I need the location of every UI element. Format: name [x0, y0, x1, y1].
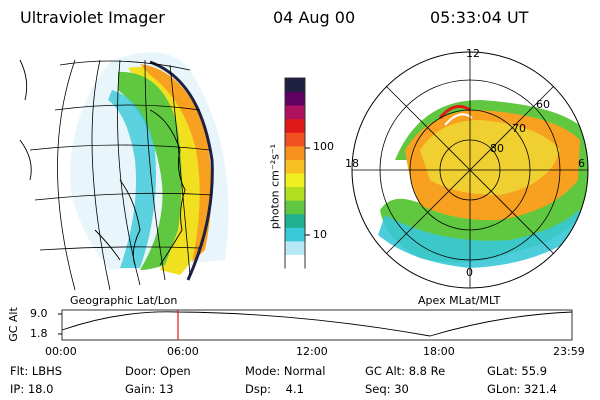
colorbar-tick-10: 10	[313, 228, 327, 241]
mode-field: Mode: Normal	[245, 364, 326, 378]
mlt-label-6: 6	[578, 157, 585, 170]
seq-value: 30	[394, 382, 409, 396]
altitude-ytick-high: 9.0	[30, 307, 48, 320]
app-title: Ultraviolet Imager	[20, 8, 165, 27]
altitude-xtick-1200: 12:00	[296, 345, 328, 358]
geographic-image	[19, 52, 229, 291]
dsp-value: 4.1	[285, 382, 304, 396]
globe-label: Geographic Lat/Lon	[70, 294, 178, 307]
colorbar	[284, 77, 310, 269]
colorbar-stripe	[285, 78, 305, 93]
lat-label-60: 60	[536, 98, 550, 111]
glon-value: 321.4	[523, 382, 557, 396]
colorbar-stripe	[285, 159, 305, 174]
door-field: Door: Open	[125, 364, 191, 378]
lat-label-80: 80	[490, 142, 504, 155]
colorbar-stripe	[285, 91, 305, 106]
time-label: 05:33:04 UT	[430, 8, 529, 27]
altitude-xtick-0000: 00:00	[45, 345, 77, 358]
colorbar-stripe	[285, 240, 305, 255]
flt-value: LBHS	[31, 364, 63, 378]
ip-value: 18.0	[27, 382, 54, 396]
gcalt-value: 8.8 Re	[408, 364, 446, 378]
colorbar-stripe	[285, 173, 305, 188]
colorbar-stripe	[285, 227, 305, 242]
glon-field: GLon: 321.4	[487, 382, 557, 396]
altitude-ytick-low: 1.8	[30, 327, 48, 340]
glat-value: 55.9	[521, 364, 548, 378]
colorbar-stripe	[285, 145, 305, 160]
colorbar-stripe	[285, 213, 305, 228]
mlt-label-18: 18	[345, 157, 359, 170]
colorbar-stripe	[285, 132, 305, 147]
door-value: Open	[159, 364, 191, 378]
glat-field: GLat: 55.9	[487, 364, 548, 378]
altitude-xtick-0600: 06:00	[167, 345, 199, 358]
mlt-label-0: 0	[466, 266, 473, 279]
colorbar-stripe	[285, 186, 305, 201]
seq-field: Seq: 30	[365, 382, 409, 396]
date-label: 04 Aug 00	[273, 8, 356, 27]
colorbar-stripe	[285, 118, 305, 133]
polar-label: Apex MLat/MLT	[418, 294, 501, 307]
altitude-ylabel: GC Alt	[6, 307, 20, 342]
ip-field: IP: 18.0	[10, 382, 54, 396]
colorbar-unit-label: photon cm⁻²s⁻¹	[268, 143, 282, 230]
lat-label-70: 70	[512, 122, 526, 135]
altitude-xtick-2359: 23:59	[553, 345, 585, 358]
gain-field: Gain: 13	[125, 382, 174, 396]
polar-plot	[351, 51, 589, 289]
gcalt-field: GC Alt: 8.8 Re	[365, 364, 446, 378]
altitude-plot	[58, 309, 573, 341]
mode-value: Normal	[283, 364, 326, 378]
colorbar-stripe	[285, 254, 305, 269]
colorbar-stripe	[285, 105, 305, 120]
colorbar-tick-100: 100	[313, 140, 334, 153]
gain-value: 13	[158, 382, 174, 396]
altitude-xtick-1800: 18:00	[423, 345, 455, 358]
dsp-field: Dsp: 4.1	[245, 382, 304, 396]
mlt-label-12: 12	[466, 47, 480, 60]
colorbar-stripe	[285, 200, 305, 215]
flt-field: Flt: LBHS	[10, 364, 63, 378]
